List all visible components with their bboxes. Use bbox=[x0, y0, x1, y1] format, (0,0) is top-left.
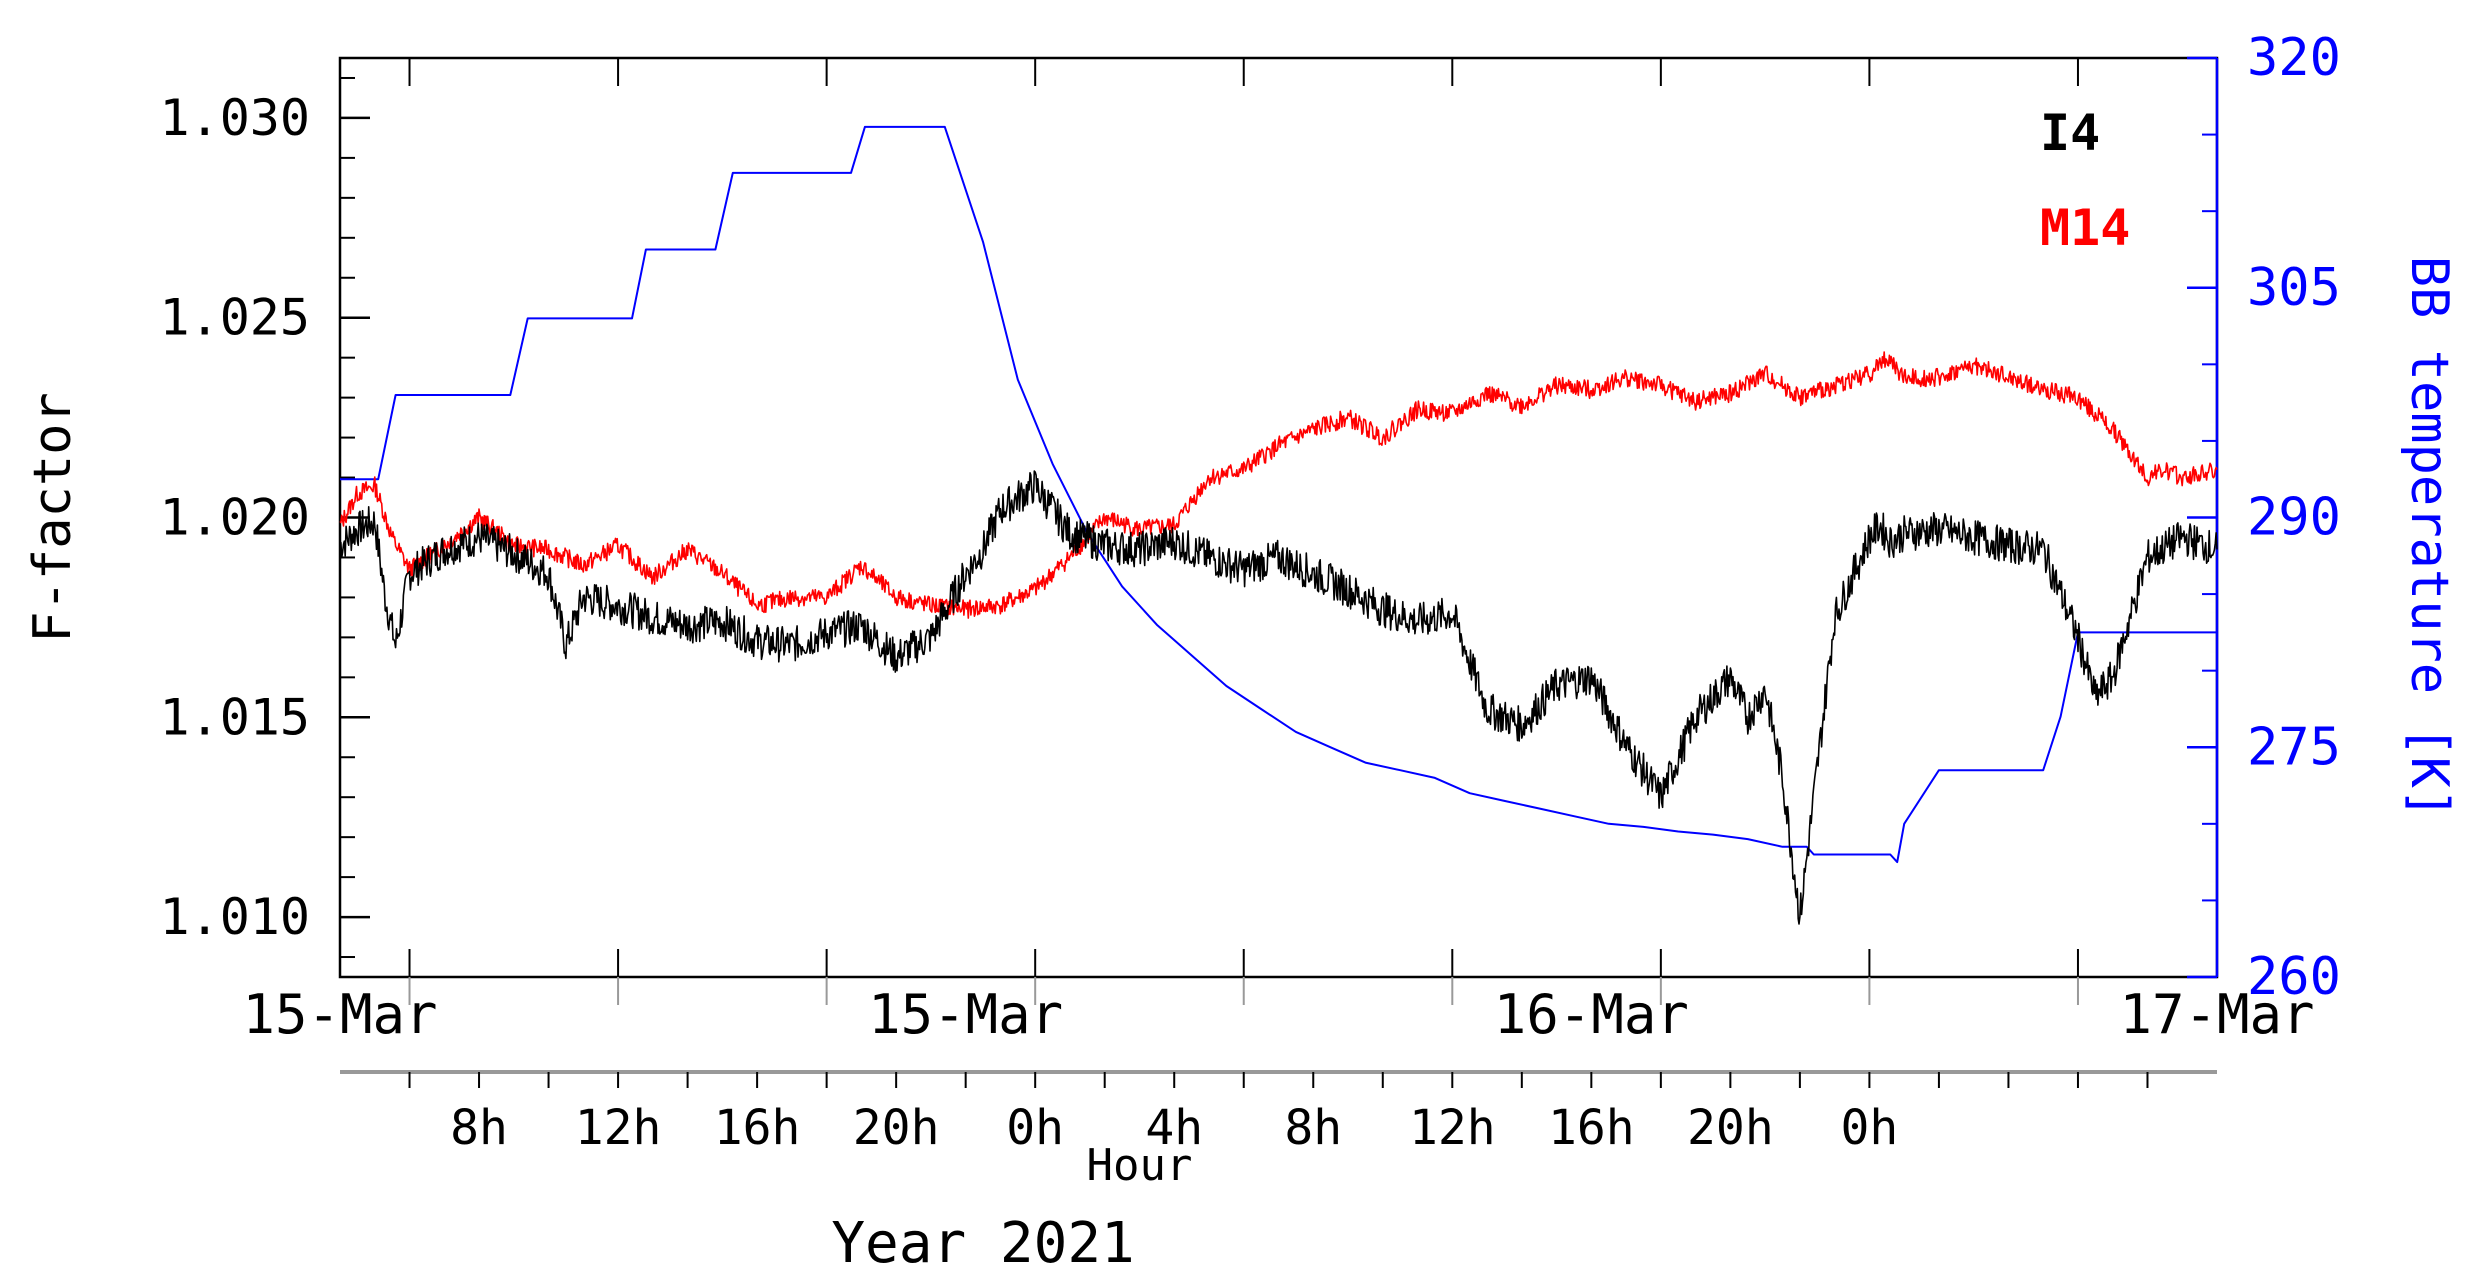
series-line-i4 bbox=[339, 470, 2218, 925]
date-tick-label: 17-Mar bbox=[2119, 983, 2314, 1046]
left-y-tick-label: 1.020 bbox=[159, 489, 310, 547]
left-y-tick-label: 1.010 bbox=[159, 888, 310, 946]
left-y-tick-label: 1.015 bbox=[159, 688, 310, 746]
right-axis-label: BB temperature [K] bbox=[2399, 256, 2459, 820]
left-y-tick-label: 1.030 bbox=[159, 89, 310, 147]
date-tick-label: 15-Mar bbox=[242, 983, 437, 1046]
series-line-m14 bbox=[339, 351, 2218, 619]
hour-tick-label: 12h bbox=[1409, 1100, 1496, 1156]
hour-tick-label: 16h bbox=[1548, 1100, 1635, 1156]
right-y-tick-label: 290 bbox=[2247, 488, 2341, 548]
date-tick-label: 16-Mar bbox=[1494, 983, 1689, 1046]
legend-entry-i4: I4 bbox=[2040, 104, 2100, 162]
hour-tick-label: 0h bbox=[1006, 1100, 1064, 1156]
x-axis-label-hour: Hour bbox=[1086, 1140, 1192, 1191]
date-tick-label: 15-Mar bbox=[868, 983, 1063, 1046]
hour-tick-label: 16h bbox=[714, 1100, 801, 1156]
right-y-tick-label: 320 bbox=[2247, 28, 2341, 88]
left-y-ticks: 1.010 1.015 1.020 1.025 1.030 bbox=[159, 76, 370, 959]
right-y-tick-label: 305 bbox=[2247, 258, 2341, 318]
hour-tick-label: 8h bbox=[450, 1100, 508, 1156]
hour-tick-label: 4h bbox=[1145, 1100, 1203, 1156]
plot-frame bbox=[338, 56, 2219, 979]
x-axis-label-year: Year 2021 bbox=[831, 1211, 1134, 1276]
x-ticks: 15-Mar 15-Mar 16-Mar 17-Mar 8h 12h 16h 20h 0h 4h 8… bbox=[242, 58, 2315, 1156]
hour-tick-label: 12h bbox=[575, 1100, 662, 1156]
right-y-ticks: 260 275 290 305 320 bbox=[2187, 28, 2341, 1007]
hour-tick-label: 20h bbox=[1687, 1100, 1774, 1156]
hour-tick-label: 20h bbox=[853, 1100, 940, 1156]
right-y-tick-label: 260 bbox=[2247, 947, 2341, 1007]
legend-entry-m14: M14 bbox=[2040, 199, 2130, 257]
hour-tick-label: 0h bbox=[1841, 1100, 1899, 1156]
series-line-bb-temperature bbox=[340, 125, 2217, 864]
hour-tick-label: 8h bbox=[1284, 1100, 1342, 1156]
series-layer bbox=[339, 125, 2218, 925]
left-axis-label: F-factor bbox=[23, 392, 83, 642]
left-y-tick-label: 1.025 bbox=[159, 289, 310, 347]
right-y-tick-label: 275 bbox=[2247, 717, 2341, 777]
